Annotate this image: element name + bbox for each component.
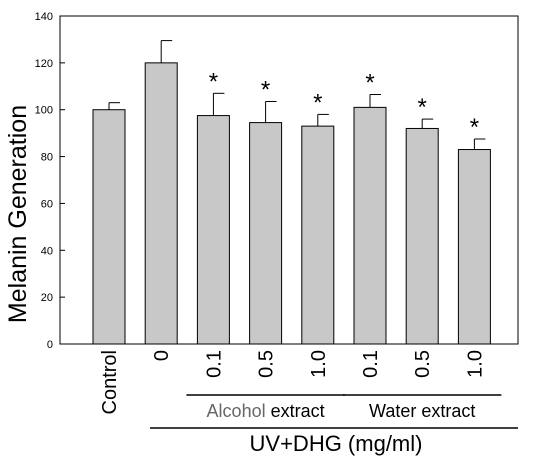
significance-mark: * [261, 77, 270, 104]
y-tick-label: 140 [35, 11, 53, 23]
bar [301, 125, 335, 345]
bar [144, 62, 178, 345]
y-tick-label: 40 [41, 245, 53, 257]
x-tick-label: 0.1 [360, 350, 382, 378]
group-label-part: Alcohol [207, 401, 266, 421]
significance-mark: * [365, 69, 374, 96]
x-tick-label: 1.0 [464, 350, 486, 378]
x-tick-label: Control [99, 350, 121, 414]
bar [249, 122, 283, 345]
bar [457, 149, 491, 345]
y-tick-label: 60 [41, 198, 53, 210]
bar [405, 127, 439, 345]
group-label-part: extract [266, 401, 325, 421]
x-tick-label: 0.5 [412, 350, 434, 378]
x-tick-label: 0.1 [203, 350, 225, 378]
significance-mark: * [313, 89, 322, 116]
group-label-part: Water extract [369, 401, 475, 421]
x-axis-title: UV+DHG (mg/ml) [250, 431, 423, 456]
x-tick-label: 0 [151, 350, 173, 361]
y-tick-label: 0 [47, 339, 53, 351]
significance-mark: * [470, 114, 479, 141]
y-tick-label: 20 [41, 292, 53, 304]
x-tick-label: 1.0 [308, 350, 330, 378]
bar [92, 109, 126, 345]
bar [353, 106, 387, 345]
group-label: Alcohol extract [207, 401, 325, 421]
plot-area: 0 20 40 60 80 100 120 140 Control 0 * 0.1 * 0.5 * 1.0 * 0… [35, 11, 519, 429]
bar [196, 115, 230, 345]
y-tick-label: 100 [35, 105, 53, 117]
group-label: Water extract [369, 401, 475, 421]
y-tick-label: 120 [35, 58, 53, 70]
plot-frame [59, 15, 519, 345]
y-axis-label: Melanin Generation [4, 105, 32, 323]
significance-mark: * [209, 68, 218, 95]
y-tick-label: 80 [41, 152, 53, 164]
significance-mark: * [418, 94, 427, 121]
x-tick-label: 0.5 [256, 350, 278, 378]
